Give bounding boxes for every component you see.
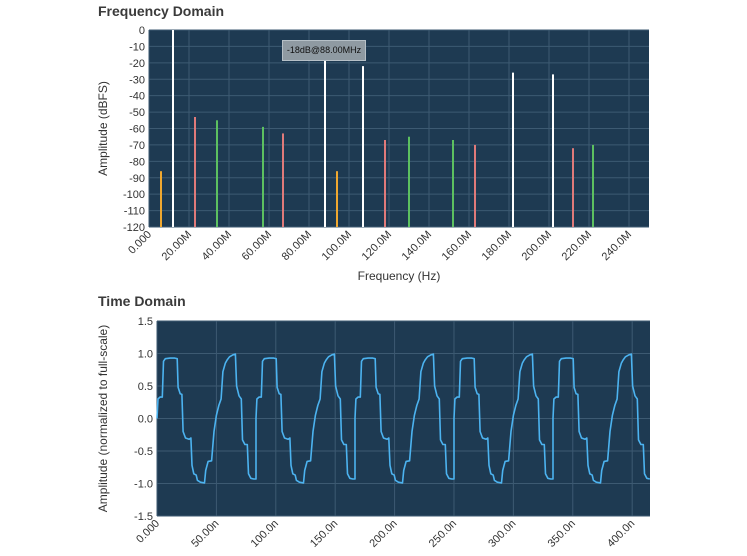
time-x-tick-label: 50.00n bbox=[189, 518, 221, 550]
time-domain-title: Time Domain bbox=[98, 293, 186, 309]
freq-x-axis-label: Frequency (Hz) bbox=[358, 269, 441, 283]
freq-y-tick-label: -20 bbox=[129, 58, 145, 70]
freq-y-tick-label: -120 bbox=[123, 222, 145, 234]
time-y-tick-label: 1.5 bbox=[138, 316, 153, 328]
time-y-tick-label: 0.0 bbox=[138, 414, 153, 426]
time-x-tick-label: 350.0n bbox=[546, 518, 578, 550]
freq-y-tick-label: -50 bbox=[129, 107, 145, 119]
time-x-tick-label: 250.0n bbox=[427, 518, 459, 550]
freq-y-tick-label: -80 bbox=[129, 156, 145, 168]
time-y-tick-label: -1.0 bbox=[134, 479, 153, 491]
time-y-tick-label: -0.5 bbox=[134, 446, 153, 458]
time-x-tick-label: 200.0n bbox=[367, 518, 399, 550]
freq-y-axis-label: Amplitude (dBFS) bbox=[96, 81, 110, 176]
time-x-tick-label: 150.0n bbox=[308, 518, 340, 550]
time-y-tick-label: -1.5 bbox=[134, 511, 153, 523]
frequency-domain-title: Frequency Domain bbox=[98, 3, 225, 19]
freq-y-tick-label: -10 bbox=[129, 41, 145, 53]
freq-y-tick-label: -40 bbox=[129, 91, 145, 103]
freq-y-tick-label: -70 bbox=[129, 140, 145, 152]
freq-y-tick-label: -90 bbox=[129, 173, 145, 185]
time-y-tick-label: 0.5 bbox=[138, 381, 153, 393]
frequency-domain-chart: 0 -10 -20 -30 -40 -50 -60 -70 -80 -90 -100 -110 -120… bbox=[96, 25, 649, 283]
freq-y-tick-label: -100 bbox=[123, 189, 145, 201]
freq-y-tick-label: 0 bbox=[139, 25, 145, 37]
freq-y-tick-label: -30 bbox=[129, 74, 145, 86]
time-x-tick-label: 400.0n bbox=[605, 518, 637, 550]
time-signal-line bbox=[156, 353, 650, 484]
time-x-tick-label: 100.0n bbox=[249, 518, 281, 550]
time-y-tick-label: 1.0 bbox=[138, 349, 153, 361]
time-y-axis-label: Amplitude (normalized to full-scale) bbox=[96, 325, 110, 512]
time-x-tick-label: 300.0n bbox=[486, 518, 518, 550]
freq-y-tick-label: -110 bbox=[124, 206, 145, 218]
peak-tooltip: -18dB@88.00MHz bbox=[282, 40, 366, 61]
freq-y-tick-label: -60 bbox=[129, 124, 145, 136]
